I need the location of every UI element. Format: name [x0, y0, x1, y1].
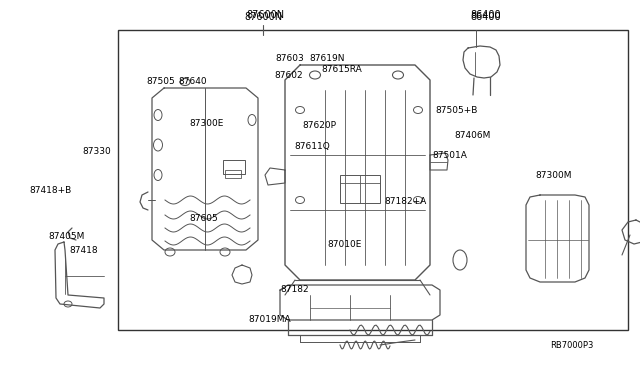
Text: 87010E: 87010E [328, 240, 362, 249]
Text: 87640: 87640 [178, 77, 207, 86]
Bar [340, 175, 380, 203]
Text: 87600N: 87600N [246, 10, 285, 20]
Text: 87611Q: 87611Q [294, 142, 330, 151]
Bar [118, 30, 628, 330]
Text: 87406M: 87406M [454, 131, 491, 140]
Text: 87603: 87603 [275, 54, 304, 63]
Text: 87418+B: 87418+B [29, 186, 72, 195]
Bar [223, 160, 245, 174]
Text: 87330: 87330 [82, 147, 111, 156]
Text: 87600N: 87600N [244, 12, 282, 22]
Text: 86400: 86400 [470, 12, 500, 22]
Text: 87619N: 87619N [310, 54, 345, 63]
Text: 87505+B: 87505+B [435, 106, 477, 115]
Text: 87182: 87182 [280, 285, 309, 294]
Text: 87602: 87602 [274, 71, 303, 80]
Text: 87418: 87418 [69, 246, 98, 255]
Text: 87300M: 87300M [535, 171, 572, 180]
Text: 87182+A: 87182+A [384, 198, 426, 206]
Text: 87620P: 87620P [302, 121, 336, 130]
Text: 87605: 87605 [189, 214, 218, 223]
Text: 87615RA: 87615RA [321, 65, 362, 74]
Text: 86400: 86400 [470, 10, 501, 20]
Text: 87505: 87505 [146, 77, 175, 86]
Text: RB7000P3: RB7000P3 [550, 341, 594, 350]
Text: 87501A: 87501A [433, 151, 467, 160]
Text: 87300E: 87300E [189, 119, 224, 128]
Text: 87405M: 87405M [49, 232, 85, 241]
Text: 87019MA: 87019MA [248, 315, 291, 324]
Bar [225, 170, 241, 178]
